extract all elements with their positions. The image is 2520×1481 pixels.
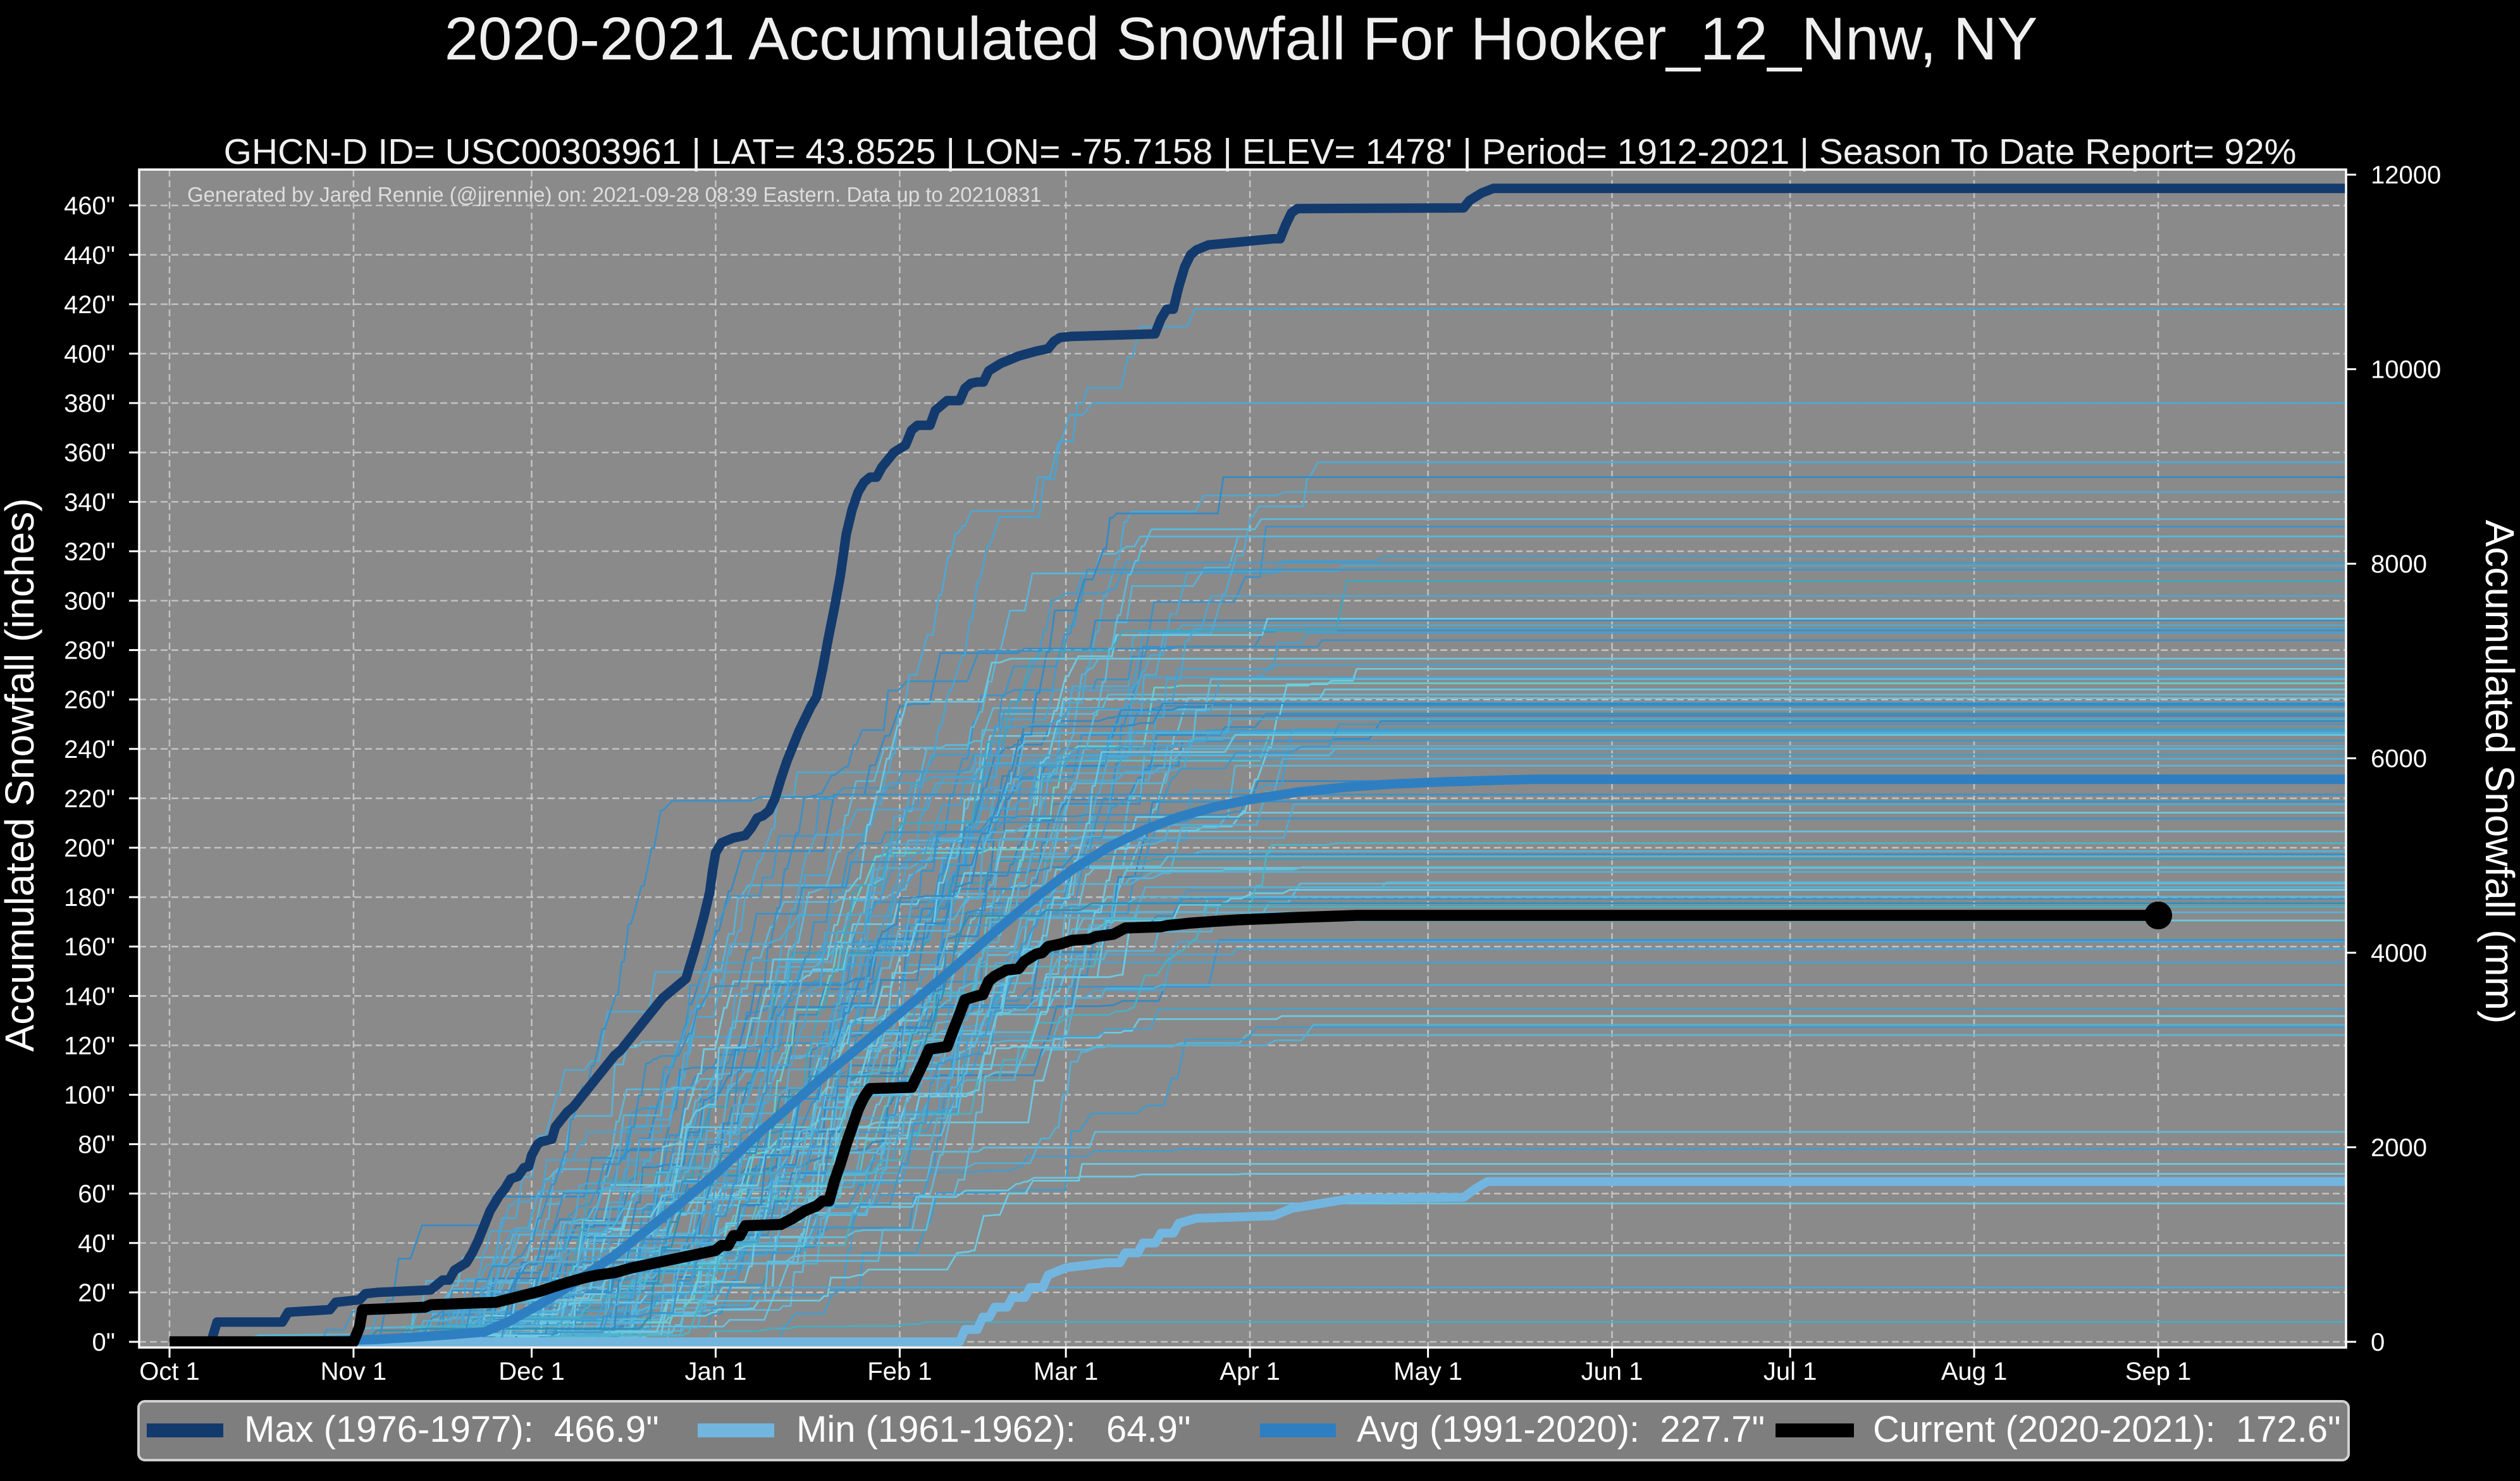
svg-text:Jun 1: Jun 1 (1581, 1358, 1643, 1385)
svg-text:120": 120" (64, 1032, 115, 1060)
svg-text:Feb 1: Feb 1 (867, 1358, 932, 1385)
svg-text:12000: 12000 (2371, 161, 2441, 189)
svg-text:240": 240" (64, 736, 115, 764)
svg-text:160": 160" (64, 933, 115, 961)
svg-text:Mar 1: Mar 1 (1034, 1358, 1098, 1385)
svg-text:40": 40" (78, 1230, 115, 1258)
svg-text:Jul 1: Jul 1 (1763, 1358, 1817, 1385)
svg-text:Avg (1991-2020): 227.7": Avg (1991-2020): 227.7" (1357, 1409, 1765, 1450)
svg-text:Accumulated Snowfall (mm): Accumulated Snowfall (mm) (2477, 520, 2520, 1024)
svg-text:300": 300" (64, 588, 115, 616)
svg-text:Apr 1: Apr 1 (1220, 1358, 1280, 1385)
svg-text:Aug 1: Aug 1 (1941, 1358, 2008, 1385)
svg-text:460": 460" (64, 192, 115, 220)
svg-text:260": 260" (64, 686, 115, 714)
svg-text:Min (1961-1962): 64.9": Min (1961-1962): 64.9" (796, 1409, 1191, 1450)
svg-text:May 1: May 1 (1393, 1358, 1462, 1385)
svg-text:Sep 1: Sep 1 (2125, 1358, 2192, 1385)
svg-text:0: 0 (2371, 1329, 2385, 1356)
svg-text:200": 200" (64, 834, 115, 862)
svg-text:Generated by Jared Rennie (@jj: Generated by Jared Rennie (@jjrennie) on… (187, 183, 1042, 206)
svg-text:80": 80" (78, 1131, 115, 1159)
svg-text:440": 440" (64, 242, 115, 270)
svg-text:2000: 2000 (2371, 1134, 2427, 1162)
svg-text:4000: 4000 (2371, 939, 2427, 967)
svg-text:60": 60" (78, 1180, 115, 1208)
svg-text:220": 220" (64, 785, 115, 813)
svg-text:GHCN-D ID= USC00303961 | LAT=: GHCN-D ID= USC00303961 | LAT= 43.8525 | … (224, 132, 2297, 172)
svg-text:140": 140" (64, 982, 115, 1010)
svg-text:100": 100" (64, 1082, 115, 1110)
svg-text:Jan 1: Jan 1 (684, 1358, 746, 1385)
svg-text:360": 360" (64, 439, 115, 467)
svg-text:0": 0" (92, 1329, 115, 1356)
svg-text:8000: 8000 (2371, 550, 2427, 578)
svg-text:280": 280" (64, 637, 115, 665)
svg-text:Current (2020-2021): 172.6": Current (2020-2021): 172.6" (1873, 1409, 2341, 1450)
svg-text:400": 400" (64, 340, 115, 368)
svg-text:420": 420" (64, 291, 115, 319)
svg-text:Oct 1: Oct 1 (139, 1358, 200, 1385)
svg-text:380": 380" (64, 390, 115, 418)
svg-text:6000: 6000 (2371, 745, 2427, 773)
svg-text:10000: 10000 (2371, 356, 2441, 384)
svg-text:340": 340" (64, 488, 115, 516)
svg-text:Dec 1: Dec 1 (498, 1358, 565, 1385)
svg-text:Max (1976-1977): 466.9": Max (1976-1977): 466.9" (244, 1409, 659, 1450)
svg-text:Accumulated Snowfall (inches): Accumulated Snowfall (inches) (0, 498, 42, 1051)
svg-text:20": 20" (78, 1279, 115, 1307)
svg-text:2020-2021 Accumulated Snowfall: 2020-2021 Accumulated Snowfall For Hooke… (445, 5, 2038, 73)
svg-text:180": 180" (64, 884, 115, 912)
svg-text:Nov 1: Nov 1 (321, 1358, 387, 1385)
svg-text:320": 320" (64, 538, 115, 566)
